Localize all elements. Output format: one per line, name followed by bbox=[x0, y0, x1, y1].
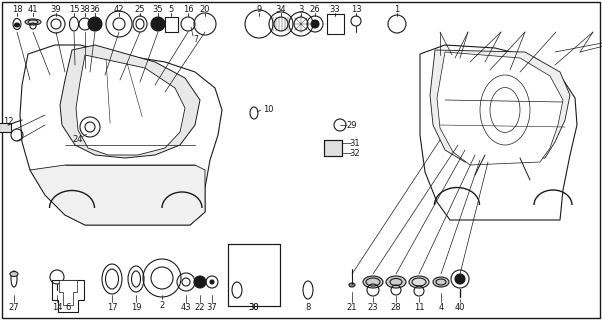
Bar bbox=[324, 140, 342, 156]
Text: 18: 18 bbox=[11, 4, 22, 13]
Ellipse shape bbox=[14, 23, 19, 27]
Bar bbox=[324, 140, 342, 156]
Polygon shape bbox=[30, 165, 205, 225]
Circle shape bbox=[311, 20, 319, 28]
Text: 11: 11 bbox=[414, 303, 424, 313]
Ellipse shape bbox=[363, 276, 383, 288]
Text: 15: 15 bbox=[69, 4, 79, 13]
Text: 3: 3 bbox=[299, 4, 303, 13]
Text: 41: 41 bbox=[28, 4, 39, 13]
Text: 31: 31 bbox=[350, 139, 361, 148]
Text: 43: 43 bbox=[181, 303, 191, 313]
Circle shape bbox=[194, 276, 206, 288]
Text: 12: 12 bbox=[3, 117, 13, 126]
Text: 7: 7 bbox=[194, 35, 199, 44]
Text: 23: 23 bbox=[368, 303, 378, 313]
Text: 10: 10 bbox=[262, 106, 273, 115]
Text: 30: 30 bbox=[249, 303, 259, 313]
Text: 2: 2 bbox=[160, 300, 164, 309]
Bar bbox=[0, 123, 11, 132]
Polygon shape bbox=[76, 55, 185, 155]
Text: 21: 21 bbox=[347, 303, 357, 313]
Text: 17: 17 bbox=[107, 303, 117, 313]
Text: 28: 28 bbox=[391, 303, 402, 313]
Text: 27: 27 bbox=[8, 303, 19, 313]
Text: 33: 33 bbox=[330, 4, 340, 13]
Text: 16: 16 bbox=[182, 4, 193, 13]
Text: 29: 29 bbox=[347, 121, 357, 130]
Bar bbox=[228, 244, 280, 306]
Polygon shape bbox=[430, 50, 570, 162]
Bar bbox=[326, 14, 344, 34]
Text: 1: 1 bbox=[394, 4, 400, 13]
Text: 39: 39 bbox=[51, 4, 61, 13]
Text: 38: 38 bbox=[79, 4, 90, 13]
Text: 40: 40 bbox=[455, 303, 465, 313]
Polygon shape bbox=[59, 280, 77, 305]
Text: 32: 32 bbox=[350, 148, 361, 157]
Text: 4: 4 bbox=[438, 303, 444, 313]
Text: 30: 30 bbox=[249, 303, 259, 313]
Text: 22: 22 bbox=[195, 303, 205, 313]
Circle shape bbox=[88, 17, 102, 31]
Text: 35: 35 bbox=[153, 4, 163, 13]
Ellipse shape bbox=[349, 283, 355, 287]
Circle shape bbox=[210, 280, 214, 284]
Text: 34: 34 bbox=[276, 4, 287, 13]
Text: 25: 25 bbox=[135, 4, 145, 13]
Text: 26: 26 bbox=[309, 4, 320, 13]
Ellipse shape bbox=[25, 19, 41, 25]
Text: 36: 36 bbox=[90, 4, 101, 13]
Text: 37: 37 bbox=[206, 303, 217, 313]
Polygon shape bbox=[20, 45, 222, 225]
Text: 19: 19 bbox=[131, 303, 141, 313]
Text: 42: 42 bbox=[114, 4, 124, 13]
Text: 6: 6 bbox=[65, 303, 70, 313]
Circle shape bbox=[455, 274, 465, 284]
Text: 5: 5 bbox=[169, 4, 173, 13]
Text: 9: 9 bbox=[256, 4, 262, 13]
Text: 13: 13 bbox=[351, 4, 361, 13]
Polygon shape bbox=[437, 52, 563, 165]
Text: 14: 14 bbox=[52, 303, 62, 313]
Polygon shape bbox=[420, 45, 577, 220]
Bar bbox=[228, 244, 280, 306]
Text: 8: 8 bbox=[305, 303, 311, 313]
Bar bbox=[164, 17, 178, 31]
Ellipse shape bbox=[10, 271, 18, 276]
Text: 20: 20 bbox=[200, 4, 210, 13]
Polygon shape bbox=[60, 45, 200, 158]
Ellipse shape bbox=[433, 277, 449, 287]
Ellipse shape bbox=[409, 276, 429, 288]
Ellipse shape bbox=[386, 276, 406, 288]
Text: 24: 24 bbox=[73, 134, 83, 143]
Circle shape bbox=[151, 17, 165, 31]
